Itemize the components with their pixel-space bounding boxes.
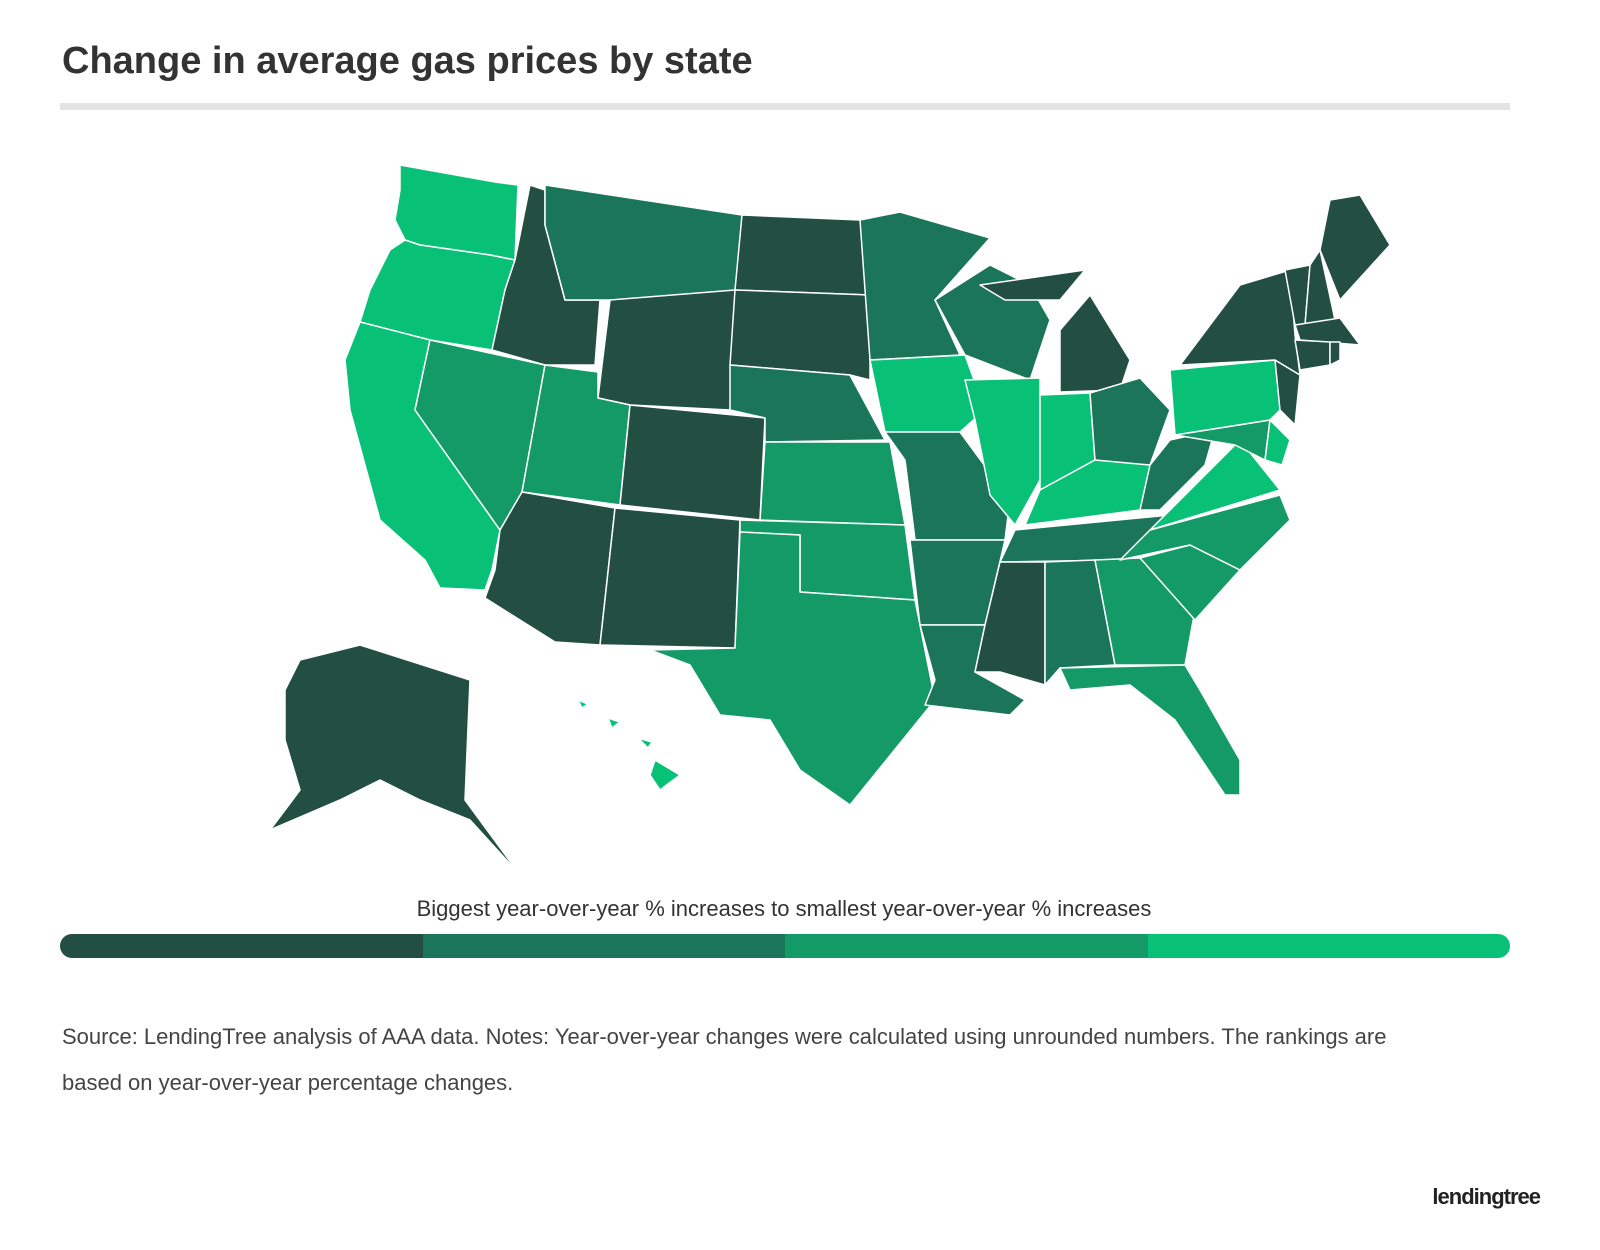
legend-swatch (1147, 934, 1510, 958)
state (649, 531, 936, 806)
state (1319, 194, 1391, 301)
state (1044, 559, 1116, 686)
state (759, 441, 906, 526)
state (607, 717, 621, 729)
state (734, 214, 871, 296)
legend-swatch (422, 934, 785, 958)
state (1294, 339, 1331, 371)
state (1329, 341, 1341, 366)
state (1264, 419, 1291, 466)
state (269, 644, 521, 876)
title: Change in average gas prices by state (62, 40, 753, 82)
title-rule (60, 103, 1510, 110)
state (979, 269, 1086, 301)
states (269, 164, 1391, 876)
legend-swatch (60, 934, 423, 958)
state (637, 737, 653, 749)
us-map (269, 164, 1391, 876)
state (964, 377, 1041, 526)
state (599, 507, 741, 649)
state (649, 759, 681, 791)
state (1139, 429, 1216, 511)
state (1294, 317, 1361, 346)
state (729, 289, 871, 381)
legend-caption: Biggest year-over-year % increases to sm… (416, 896, 1152, 921)
state (619, 404, 766, 521)
state (1059, 664, 1241, 796)
source-note: Source: LendingTree analysis of AAA data… (62, 1024, 1387, 1095)
state (1179, 269, 1301, 376)
state (1094, 557, 1196, 666)
state (597, 289, 736, 411)
legend-bar (60, 934, 1510, 958)
legend-swatch (785, 934, 1148, 958)
state (869, 354, 986, 433)
logo: lendingtree (1432, 1184, 1541, 1209)
state (1059, 294, 1131, 393)
state (577, 699, 589, 709)
